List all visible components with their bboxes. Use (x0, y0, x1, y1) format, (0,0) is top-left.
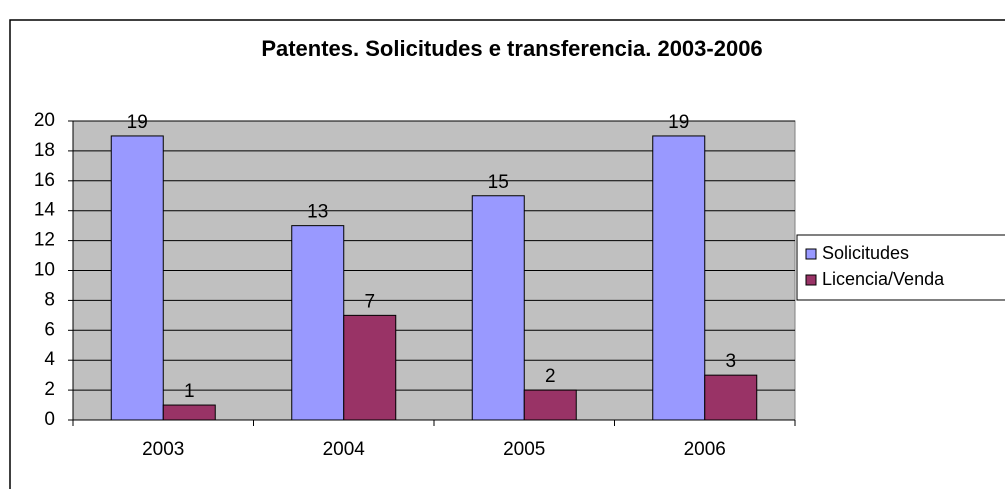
bar (343, 314, 397, 421)
value-label: 7 (364, 291, 375, 312)
bar (523, 389, 577, 421)
y-tick-label: 0 (44, 409, 55, 430)
bar (704, 374, 758, 421)
y-tick-label: 14 (34, 200, 56, 221)
y-tick-label: 16 (34, 170, 55, 191)
value-label: 19 (668, 112, 689, 133)
legend (796, 234, 1005, 301)
value-label: 3 (725, 351, 736, 372)
bar (291, 225, 345, 421)
y-tick-label: 4 (44, 349, 55, 370)
y-tick-label: 6 (44, 319, 55, 340)
bar (471, 195, 525, 421)
y-tick-label: 18 (34, 140, 55, 161)
bar (162, 404, 216, 421)
legend-swatch (805, 248, 817, 260)
legend-label: Licencia/Venda (822, 269, 945, 289)
bar (652, 135, 706, 421)
value-label: 15 (488, 172, 509, 193)
y-tick-label: 12 (34, 230, 55, 251)
value-label: 19 (127, 112, 148, 133)
y-tick-label: 8 (44, 289, 55, 310)
y-tick-label: 2 (44, 379, 55, 400)
y-tick-label: 20 (34, 110, 55, 131)
value-label: 1 (184, 381, 195, 402)
x-tick-label: 2006 (684, 439, 726, 460)
value-label: 13 (307, 202, 328, 223)
value-label: 2 (545, 366, 556, 387)
y-tick-label: 10 (34, 260, 55, 281)
x-tick-label: 2005 (503, 439, 545, 460)
legend-swatch (805, 274, 817, 286)
bar (110, 135, 164, 421)
chart-title: Patentes. Solicitudes e transferencia. 2… (261, 36, 762, 61)
legend-label: Solicitudes (822, 243, 909, 263)
x-tick-label: 2004 (323, 439, 366, 460)
x-tick-label: 2003 (142, 439, 184, 460)
